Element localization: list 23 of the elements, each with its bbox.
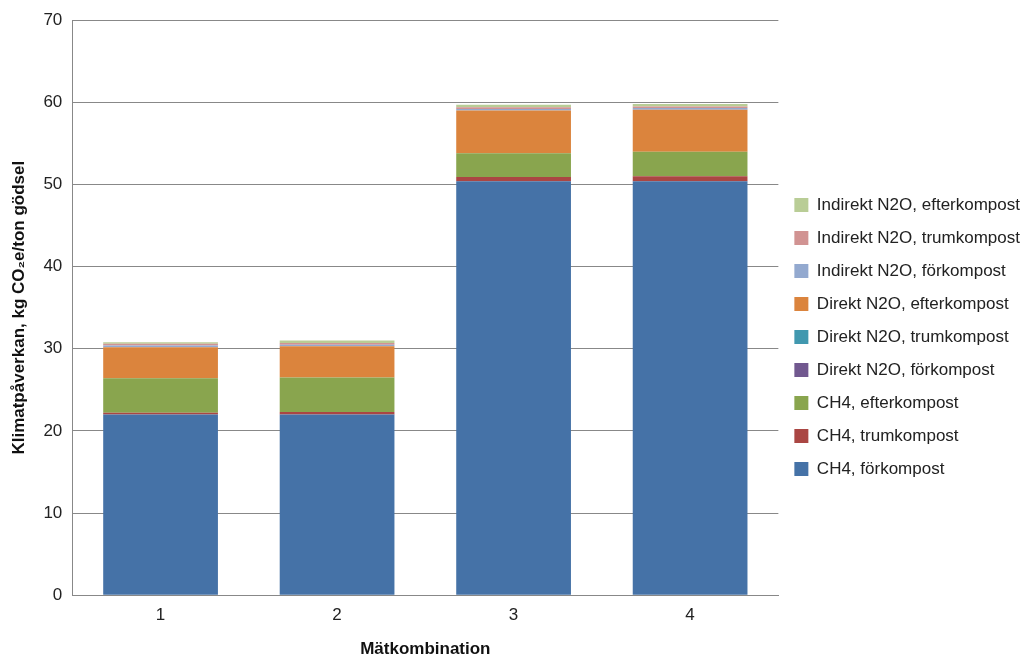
legend-label: CH4, förkompost [816,458,945,478]
legend-label: Direkt N2O, trumkompost [816,326,1009,346]
legend-label: CH4, efterkompost [816,392,959,412]
y-tick-label: 70 [43,9,63,29]
legend-label: Direkt N2O, efterkompost [816,293,1009,313]
y-tick-label: 20 [43,420,63,440]
legend-label: Direkt N2O, förkompost [816,359,995,379]
y-axis-title: Klimatpåverkan, kg CO₂e/ton gödsel [8,160,28,455]
x-tick-label: 4 [685,605,695,625]
y-tick-label: 60 [43,92,63,112]
legend-label: CH4, trumkompost [816,425,959,445]
legend-label: Indirekt N2O, efterkompost [816,194,1021,214]
legend-label: Indirekt N2O, trumkompost [816,227,1021,247]
y-tick-label: 30 [43,338,63,358]
x-tick-label: 1 [155,605,166,625]
y-tick-label: 0 [52,584,63,604]
y-tick-label: 10 [43,502,63,522]
y-tick-label: 40 [43,256,63,276]
y-tick-label: 50 [43,174,63,194]
x-axis-title: Mätkombination [360,639,491,659]
x-tick-label: 2 [332,605,342,625]
legend-label: Indirekt N2O, förkompost [816,260,1007,280]
x-tick-label: 3 [508,605,519,625]
